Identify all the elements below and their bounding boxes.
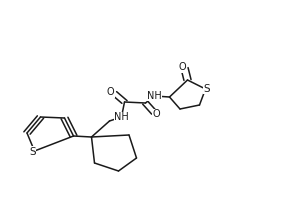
- Text: S: S: [29, 147, 36, 157]
- Text: O: O: [178, 62, 186, 72]
- Text: NH: NH: [114, 112, 129, 122]
- Text: O: O: [106, 87, 114, 97]
- Text: NH: NH: [147, 91, 162, 101]
- Text: O: O: [153, 109, 160, 119]
- Text: S: S: [203, 84, 210, 94]
